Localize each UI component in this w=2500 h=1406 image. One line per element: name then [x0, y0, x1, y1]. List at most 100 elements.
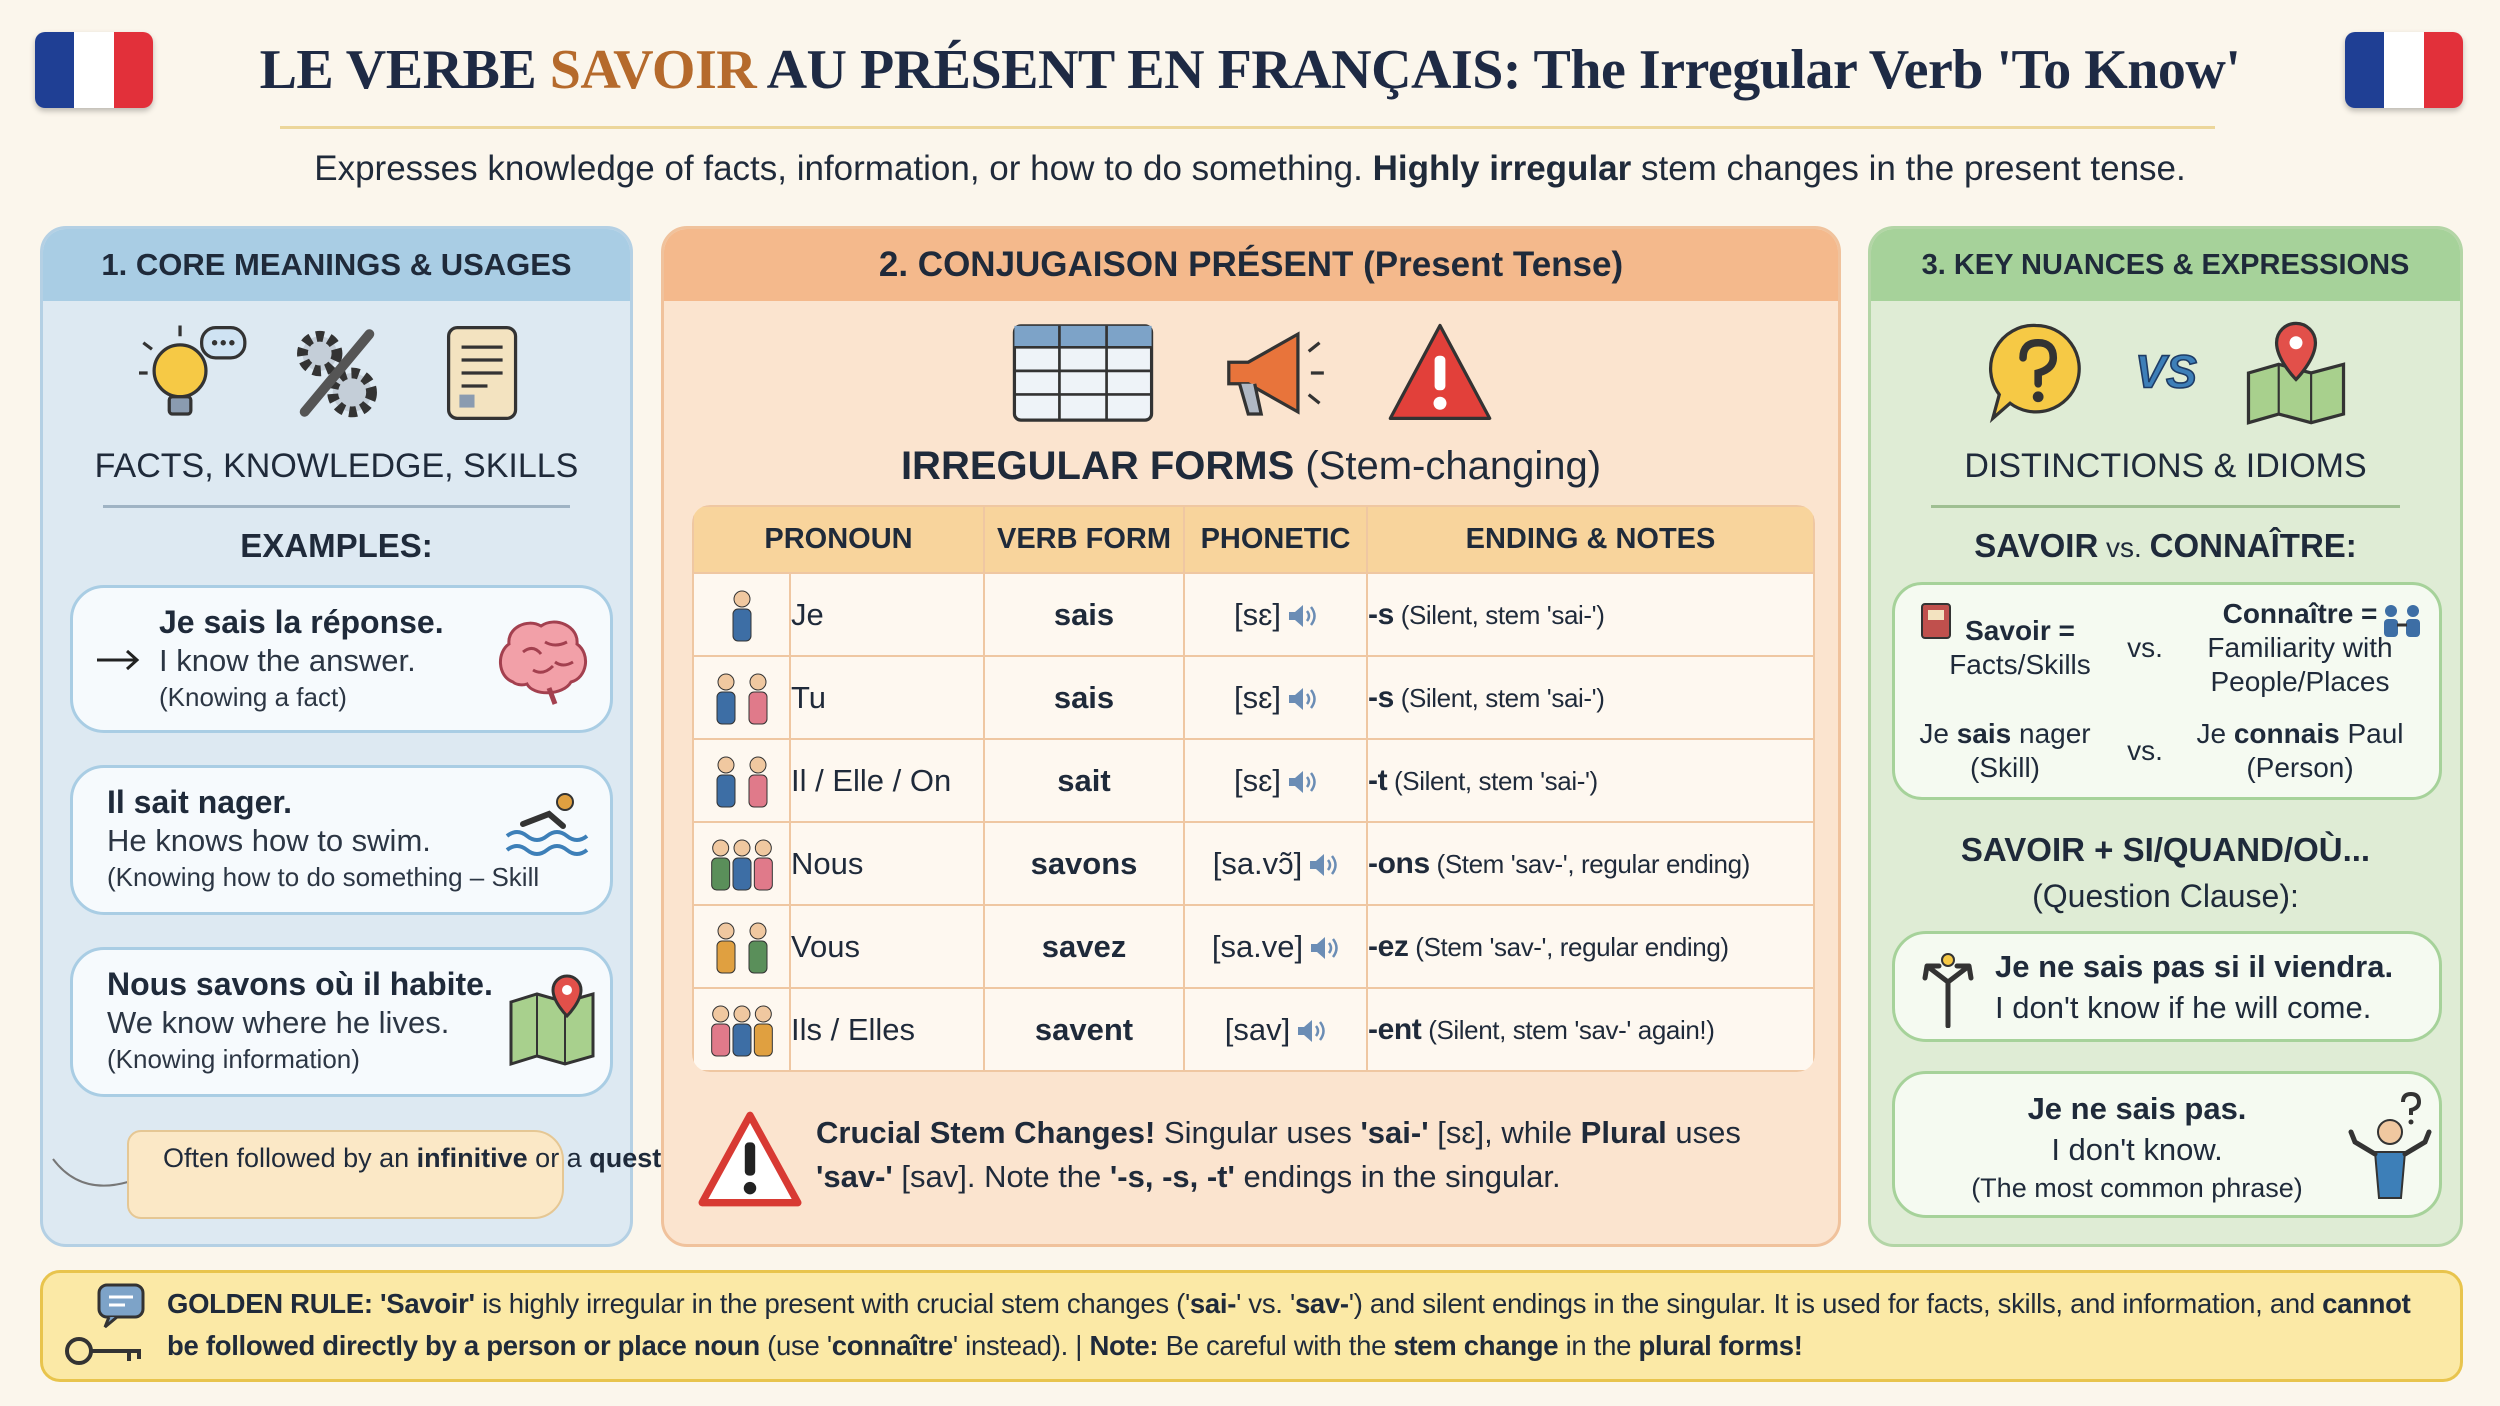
warning-icon [1388, 323, 1492, 420]
section-heading: EXAMPLES: [240, 527, 433, 564]
title: LE VERBE SAVOIR AU PRÉSENT EN FRANÇAIS: … [170, 30, 2330, 110]
section-heading: SAVOIR + SI/QUAND/OÙ... [1960, 831, 2371, 868]
comparison-left: Savoir = Facts/Skills [1895, 614, 2115, 682]
signpost-icon [1922, 953, 1974, 1028]
example-text: Il sait nager. He knows how to swim. (Kn… [107, 782, 607, 894]
text-segment: is highly irregular in the present with … [474, 1288, 1190, 1319]
notes-cell: -s (Silent, stem 'sai-') [1366, 655, 1815, 740]
conjugation-panel: 2. CONJUGAISON PRÉSENT (Present Tense) I… [661, 226, 1841, 1247]
note: (Silent, stem 'sai-') [1393, 599, 1605, 630]
text-segment: 'sav-' [816, 1159, 893, 1194]
example-part: Je [2196, 718, 2234, 749]
text-segment: uses [1666, 1115, 1741, 1150]
note: (Silent, stem 'sai-') [1387, 765, 1598, 796]
text-segment: stem changes in the present tense. [1631, 149, 2186, 188]
text-segment: Often followed by an [163, 1143, 417, 1173]
speaker-icon [1310, 854, 1338, 877]
section-heading: IRREGULAR FORMS (Stem-changing) [664, 443, 1838, 489]
swimmer-icon [505, 793, 589, 856]
comparison-row: Je sais nager (Skill) vs. Je connais Paul… [1895, 717, 2439, 785]
text-segment: vs. [2098, 532, 2150, 563]
tip-tag: Often followed by an infinitive or a que… [127, 1130, 873, 1219]
text-segment: plural forms! [1638, 1330, 1803, 1361]
caption: FACTS, KNOWLEDGE, SKILLS [94, 447, 579, 485]
comparison-right: Je connais Paul (Person) [2175, 717, 2425, 785]
usage-note: (Knowing a fact) [159, 682, 347, 712]
pronoun-icon-cell [692, 987, 791, 1072]
golden-rule-text: GOLDEN RULE: 'Savoir' is highly irregula… [167, 1283, 2437, 1367]
pronoun-icon [710, 839, 773, 890]
warning-note: Crucial Stem Changes! Singular uses 'sai… [692, 1111, 1815, 1211]
text-segment: 'sai-' [1360, 1115, 1429, 1150]
text-segment: Expresses knowledge of facts, informatio… [314, 149, 1373, 188]
pronoun-icon [716, 922, 767, 973]
text-segment: stem change [1393, 1330, 1559, 1361]
example-note: (Skill) [1970, 752, 2040, 783]
example-text: Je sais la réponse. I know the answer. (… [159, 602, 444, 714]
bulb-icon [138, 325, 246, 416]
header-row: PRONOUN VERB FORM PHONETIC ENDING & NOTE… [692, 505, 1815, 574]
table-body: Je sais [sɛ] -s (Silent, stem 'sai-') Tu sais… [692, 572, 1815, 1072]
ending: -ez [1368, 929, 1409, 963]
conjugation-row: Tu sais [sɛ] -s (Silent, stem 'sai-') [692, 655, 1815, 740]
text-segment: (use ' [759, 1330, 832, 1361]
table-icon [1012, 324, 1154, 422]
ending: -s [1368, 597, 1394, 631]
pronoun-icon-cell [692, 572, 791, 657]
panel-title: 3. KEY NUANCES & EXPRESSIONS [1871, 229, 2460, 301]
pronoun-icon [716, 673, 767, 724]
divider [103, 505, 570, 508]
pronoun: Nous [789, 821, 985, 906]
example-card: Je sais la réponse. I know the answer. (… [70, 585, 613, 733]
text-segment: (Stem-changing) [1294, 444, 1602, 488]
caption: DISTINCTIONS & IDIOMS [1964, 447, 2367, 485]
text-segment: Plural [1580, 1115, 1667, 1150]
text-segment: GOLDEN RULE: 'Savoir' [167, 1288, 475, 1319]
french-sentence: Je sais la réponse. [159, 604, 444, 640]
column-header: ENDING & NOTES [1366, 505, 1815, 574]
phonetic: [sɛ] [1234, 762, 1281, 798]
english-translation: We know where he lives. [107, 1005, 450, 1040]
example-text: Nous savons où il habite. We know where … [107, 964, 493, 1076]
text-segment: ' vs. ' [1236, 1288, 1295, 1319]
verb-form: savez [983, 904, 1185, 989]
text-segment: ' instead). | [952, 1330, 1090, 1361]
verb-form: sais [983, 655, 1185, 740]
speaker-icon [1288, 771, 1316, 794]
ending: -t [1368, 763, 1388, 797]
text-segment: sai- [1189, 1288, 1237, 1319]
icon-row [664, 319, 1838, 427]
pronoun-icon-cell [692, 655, 791, 740]
example-card: Il sait nager. He knows how to swim. (Kn… [70, 765, 613, 915]
warning-text: Crucial Stem Changes! Singular uses 'sai… [816, 1111, 1816, 1199]
pronoun-icon [710, 1005, 773, 1056]
french-sentence: Nous savons où il habite. [107, 966, 493, 1002]
example-part: Je [1919, 718, 1957, 749]
meaning: Facts/Skills [1949, 649, 2091, 680]
text-segment: SAVOIR [1974, 527, 2099, 564]
text-segment: sav- [1294, 1288, 1349, 1319]
pronoun-icon [716, 756, 767, 807]
core-meanings-panel: 1. CORE MEANINGS & USAGES FACTS, KNOWLED… [40, 226, 873, 1247]
book-icon [1921, 603, 1951, 639]
usage-note: (Knowing information) [107, 1044, 360, 1074]
text-segment: Note: [1089, 1330, 1159, 1361]
pronoun: Tu [789, 655, 985, 740]
french-sentence: Il sait nager. [107, 784, 292, 820]
english-translation: I don't know if he will come. [1995, 990, 2372, 1025]
subtitle: Expresses knowledge of facts, informatio… [0, 146, 2500, 192]
example-verb: connais [2233, 718, 2340, 749]
people-icon [2384, 605, 2420, 637]
tag-string [52, 1158, 139, 1187]
megaphone-icon [1227, 331, 1324, 416]
example-card: Je ne sais pas si il viendra. I don't kn… [1892, 931, 2442, 1042]
versus: vs. [2127, 735, 2163, 766]
note: (Stem 'sav-', regular ending) [1429, 848, 1751, 879]
comparison-box: Savoir = Facts/Skills vs. Connaître = Fami… [1892, 582, 2442, 800]
text-segment: Highly irregular [1372, 149, 1632, 188]
warning-icon [698, 1111, 802, 1207]
comparison-right: Connaître = Familiarity with People/Place… [2175, 597, 2425, 699]
text-segment: Be careful with the [1158, 1330, 1394, 1361]
pronoun-icon-cell [692, 821, 791, 906]
term: Connaître = [2222, 598, 2378, 629]
